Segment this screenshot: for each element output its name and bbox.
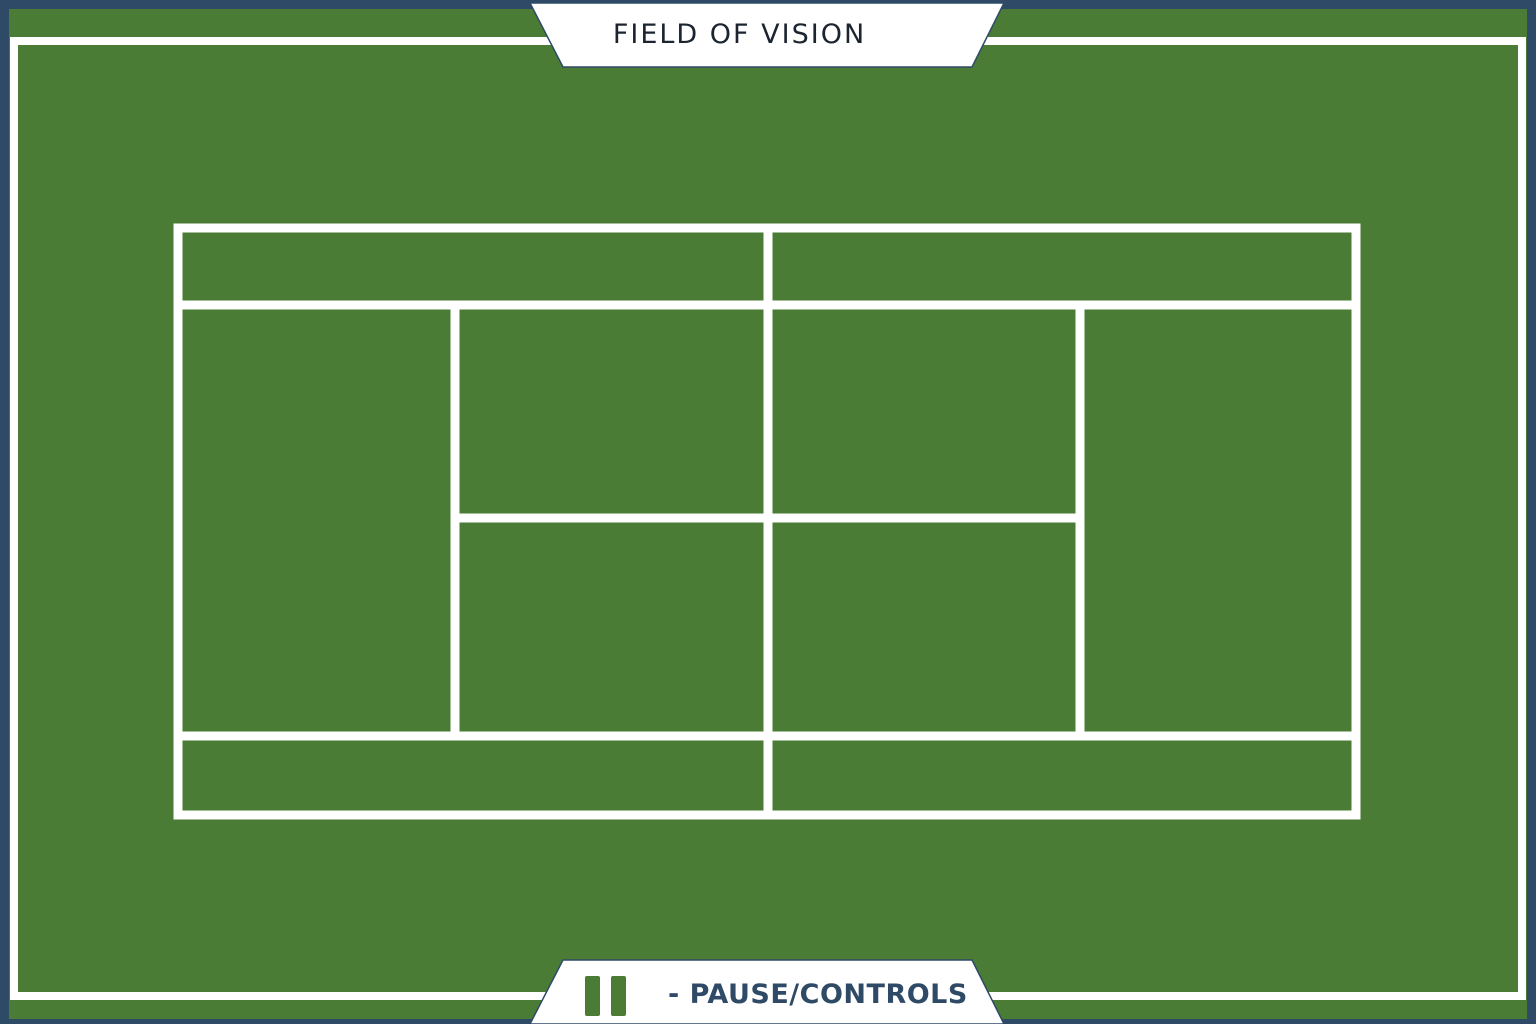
tennis-court [173, 223, 1361, 820]
pause-controls-button[interactable]: - PAUSE/CONTROLS [530, 960, 1004, 1024]
pause-icon-bar-left [585, 976, 600, 1016]
field-title: FIELD OF VISION [612, 18, 867, 50]
top-banner-shape [528, 2, 1006, 68]
pause-controls-label: - PAUSE/CONTROLS [668, 979, 968, 1010]
title-banner: FIELD OF VISION [530, 3, 1004, 67]
bottom-banner-shape [529, 959, 1005, 1024]
pause-icon-bar-right [611, 976, 626, 1016]
pause-icon[interactable] [585, 976, 627, 1016]
